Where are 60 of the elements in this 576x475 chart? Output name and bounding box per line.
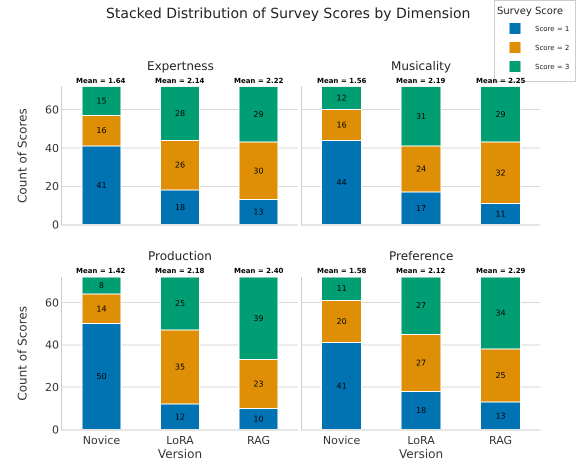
data-label: 30 [253, 166, 264, 176]
data-label: 32 [495, 168, 506, 178]
y-axis-title: Count of Scores [15, 108, 30, 203]
y-tick-label: 60 [45, 296, 60, 310]
data-label: 17 [416, 204, 426, 213]
data-label: 11 [495, 210, 506, 219]
chart-title: Musicality [391, 59, 451, 73]
data-label: 35 [174, 362, 186, 372]
chart-title: Production [148, 249, 212, 263]
data-label: 13 [253, 208, 264, 217]
x-tick-label: RAG [246, 434, 270, 447]
data-label: 15 [96, 96, 107, 106]
data-label: 31 [416, 112, 426, 121]
data-label: 20 [336, 317, 347, 326]
data-label: 18 [416, 406, 426, 416]
data-label: 23 [253, 380, 264, 389]
data-label: 16 [96, 126, 107, 136]
x-tick-label: Novice [82, 434, 120, 447]
y-tick-label: 0 [52, 423, 60, 436]
data-label: 50 [96, 372, 107, 382]
y-tick-label: 0 [52, 218, 60, 232]
y-axis-title: Count of Scores [15, 306, 30, 401]
data-label: 12 [336, 94, 347, 103]
data-label: 27 [416, 358, 426, 368]
legend-title: Survey Score [497, 6, 563, 17]
chart-title: Expertness [147, 59, 214, 73]
text: Stacked Distribution of Survey Scores by Dimension [106, 6, 470, 22]
data-label: 39 [253, 314, 264, 323]
data-label: 41 [96, 180, 107, 190]
data-label: 14 [96, 304, 107, 314]
x-axis-title: Version [398, 446, 444, 461]
x-tick-label: Novice [322, 434, 360, 447]
y-tick-label: 20 [45, 381, 60, 394]
data-label: 18 [174, 202, 186, 212]
data-label: 29 [253, 110, 264, 119]
data-label: 28 [174, 108, 186, 118]
y-tick-label: 40 [45, 338, 60, 352]
data-label: 25 [495, 371, 506, 380]
x-tick-label: LoRA [407, 434, 436, 447]
data-label: 41 [336, 382, 347, 391]
data-label: 44 [336, 178, 347, 187]
data-label: 25 [174, 299, 186, 308]
data-label: 27 [416, 301, 426, 310]
chart-title: Preference [389, 249, 454, 263]
y-tick-label: 40 [45, 142, 60, 155]
y-tick-label: 60 [45, 103, 60, 116]
data-label: 11 [336, 284, 347, 294]
data-label: 10 [253, 414, 264, 424]
y-tick-label: 20 [45, 180, 60, 194]
x-tick-label: LoRA [166, 434, 194, 447]
data-label: 12 [174, 412, 186, 422]
x-axis-title: Version [158, 446, 202, 461]
data-label: 24 [416, 164, 426, 174]
data-label: 29 [495, 110, 506, 119]
data-label: 34 [495, 308, 506, 318]
data-label: 8 [98, 281, 104, 290]
data-label: 13 [495, 411, 506, 420]
data-label: 26 [174, 160, 186, 170]
data-label: 16 [336, 120, 347, 130]
x-tick-label: RAG [489, 434, 512, 447]
